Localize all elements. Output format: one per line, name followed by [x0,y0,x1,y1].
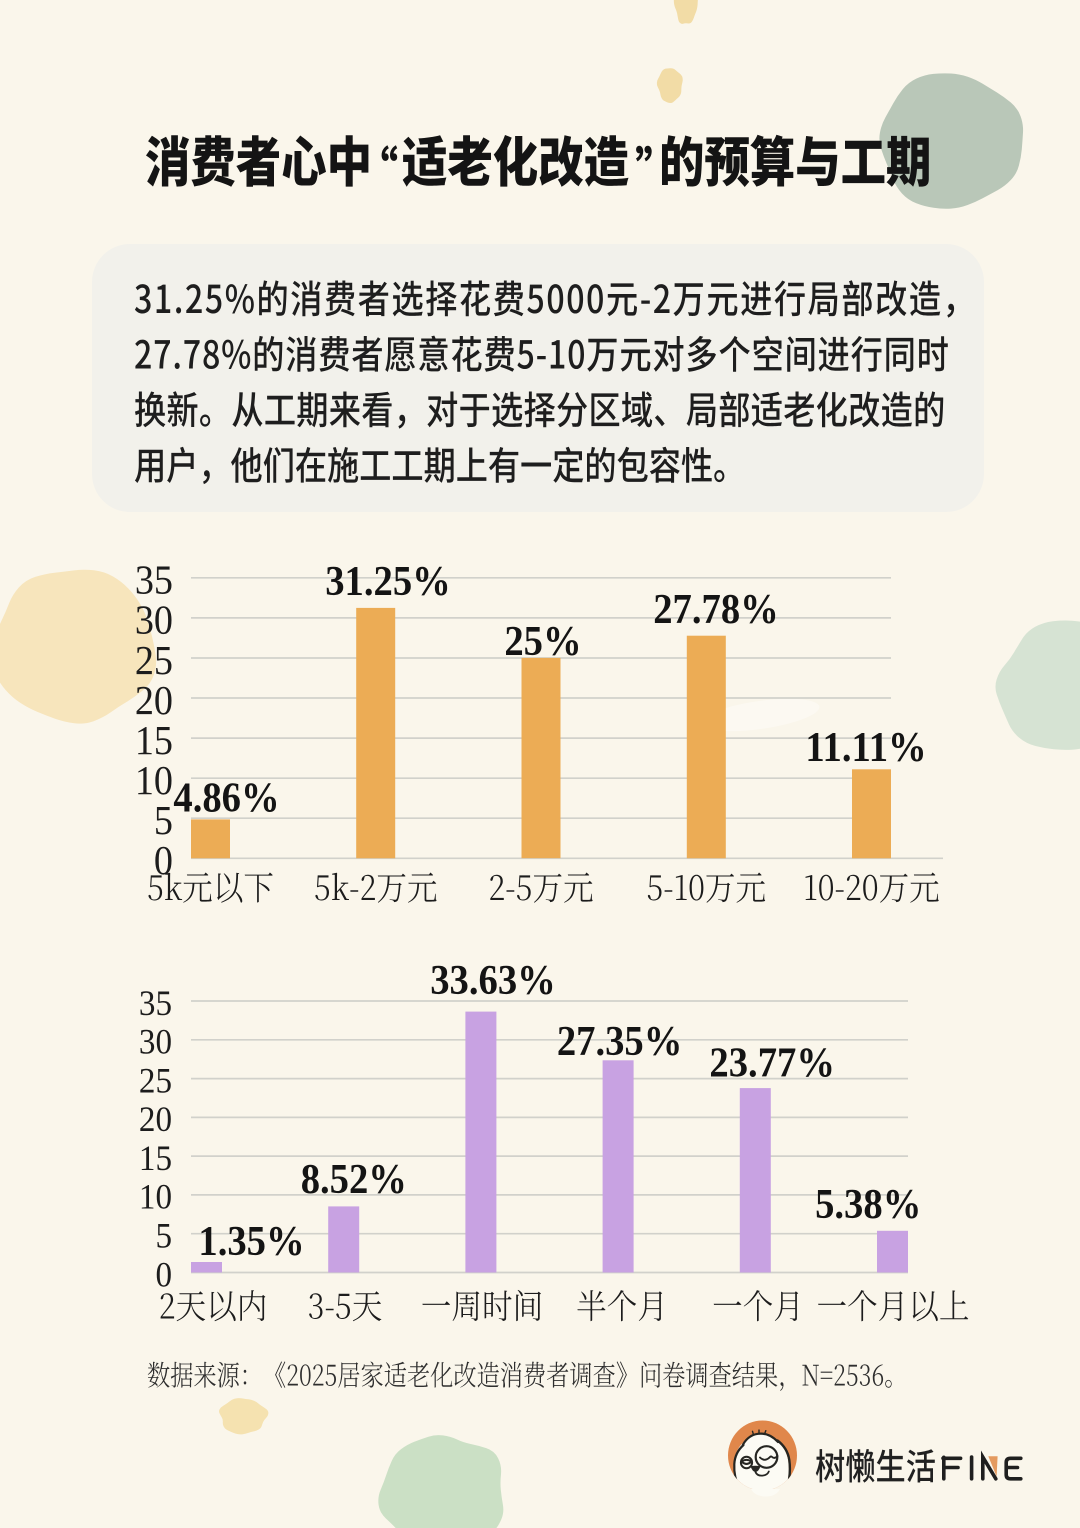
svg-text:0: 0 [155,1255,172,1295]
svg-text:20: 20 [135,676,173,723]
svg-text:15: 15 [135,716,173,763]
svg-text:25%: 25% [504,618,581,665]
svg-text:33.63%: 33.63% [430,957,556,1004]
svg-text:30: 30 [135,596,173,643]
svg-text:10: 10 [139,1177,172,1217]
svg-text:27.35%: 27.35% [557,1018,683,1065]
svg-text:5: 5 [154,797,173,844]
svg-text:4.86%: 4.86% [173,774,279,821]
svg-text:31.25%: 31.25% [325,558,451,605]
svg-text:35: 35 [139,984,172,1024]
svg-text:1.35%: 1.35% [198,1218,304,1265]
svg-text:27.78%: 27.78% [653,586,779,633]
svg-text:5.38%: 5.38% [815,1181,921,1228]
svg-text:5: 5 [155,1216,172,1256]
svg-text:30: 30 [139,1022,172,1062]
svg-text:25: 25 [135,636,173,683]
svg-text:20: 20 [139,1100,172,1140]
svg-text:15: 15 [139,1139,172,1179]
svg-text:0: 0 [154,837,173,884]
svg-text:23.77%: 23.77% [709,1039,835,1086]
svg-text:8.52%: 8.52% [301,1156,407,1203]
svg-text:11.11%: 11.11% [805,724,926,771]
svg-text:10: 10 [135,757,173,804]
svg-text:25: 25 [139,1061,172,1101]
svg-text:35: 35 [135,556,173,603]
